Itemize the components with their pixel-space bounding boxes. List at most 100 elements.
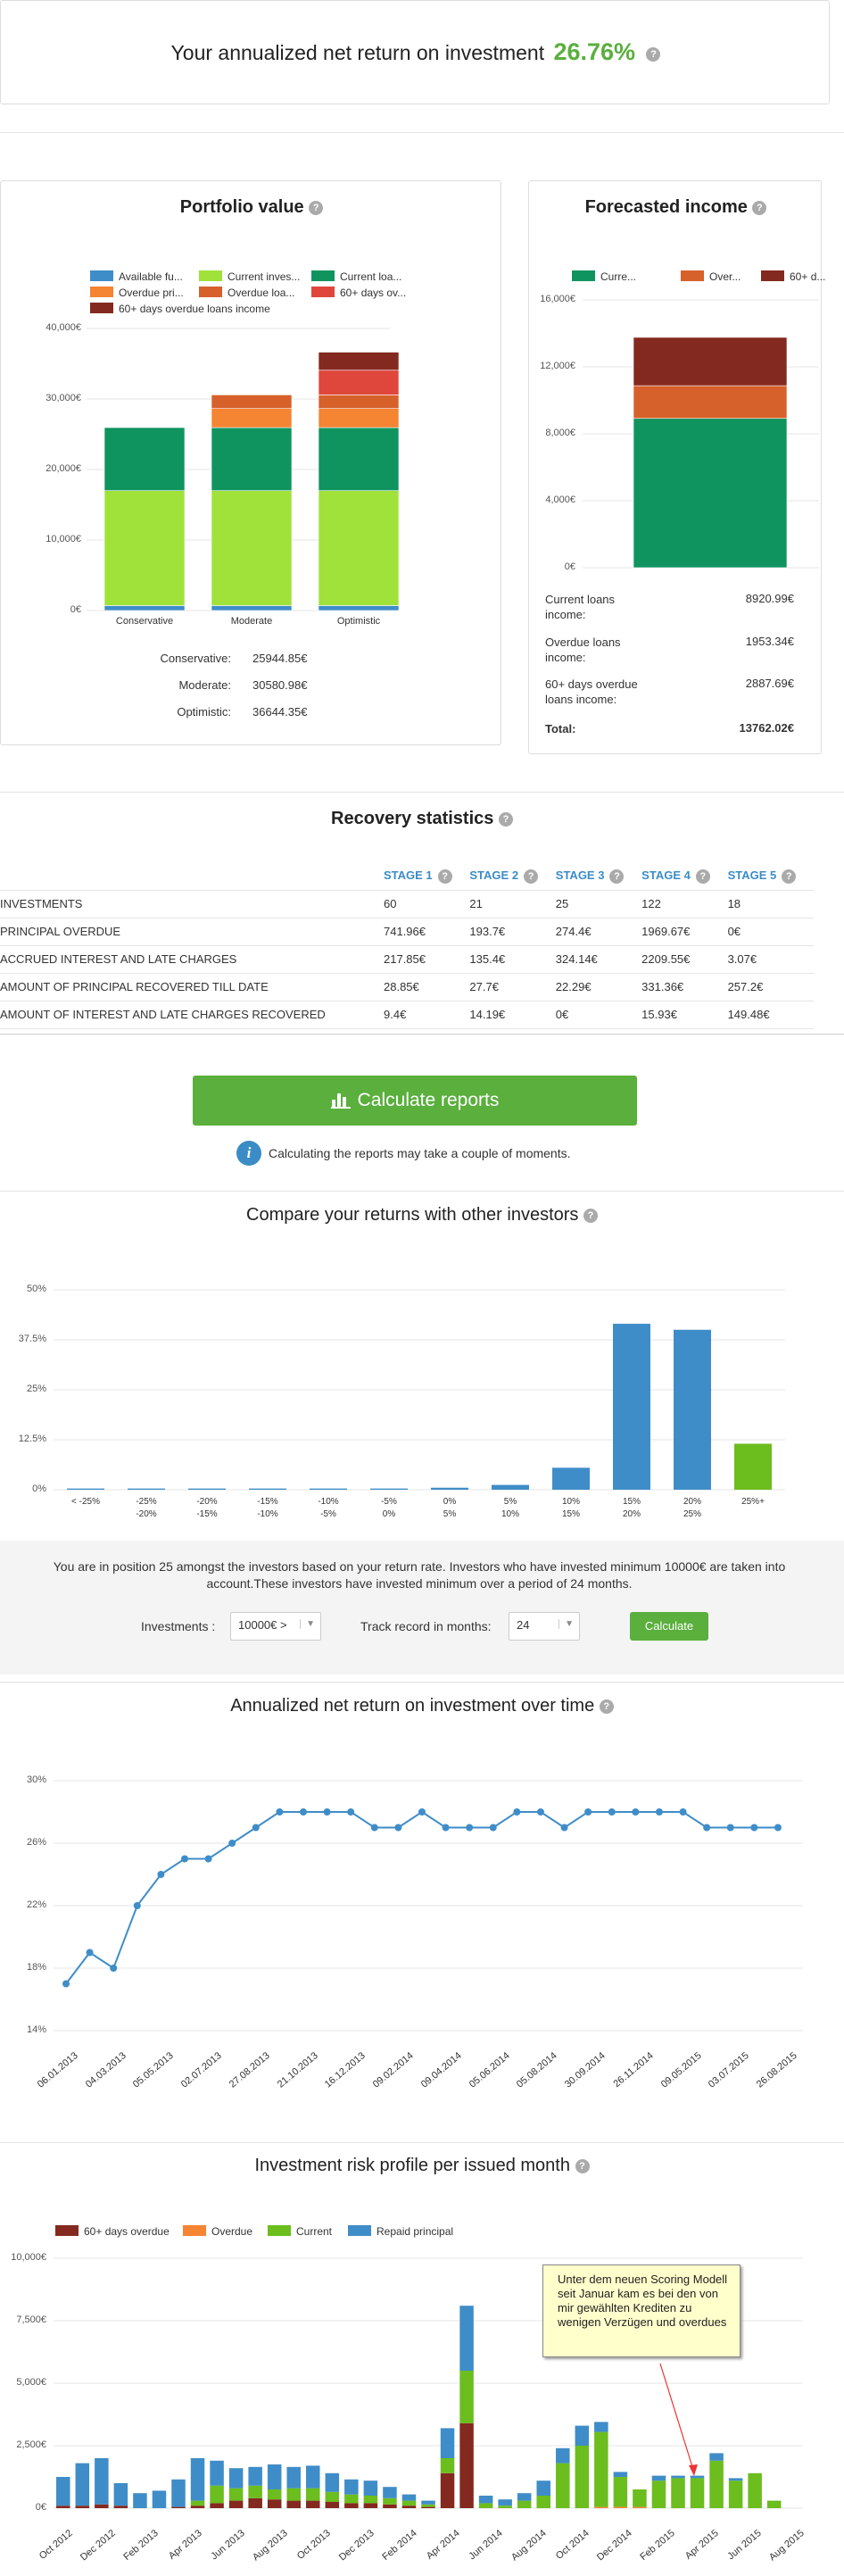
bar (310, 1488, 347, 1490)
data-point (489, 1824, 497, 1832)
bar-segment (401, 2500, 417, 2506)
y-tick-label: 2,500€ (16, 2439, 46, 2450)
data-point (323, 1808, 331, 1816)
bar-chart-icon (330, 1078, 351, 1128)
forecast-chart (583, 299, 819, 569)
legend-item: Overdue pri... (90, 287, 184, 299)
bar-segment (594, 2506, 608, 2508)
table-cell: 27.7€ (469, 973, 556, 1001)
bar-segment (95, 2458, 109, 2505)
annotation-note: Unter dem neuen Scoring Modell seit Janu… (542, 2264, 741, 2357)
help-icon[interactable]: ? (437, 868, 452, 884)
bar-segment (306, 2465, 320, 2489)
bar-segment (421, 2500, 435, 2505)
total-label: Conservative: (160, 652, 231, 665)
risk-title: Investment risk profile per issued month… (0, 2156, 844, 2176)
y-tick-label: 16,000€ (540, 294, 575, 304)
bar-segment (594, 2431, 608, 2507)
bar (674, 1329, 711, 1490)
legend-swatch (90, 303, 113, 313)
x-tick-label: Moderate (230, 616, 273, 627)
bar-segment (613, 2506, 628, 2508)
bar-segment (95, 2504, 109, 2508)
header-cell (0, 862, 384, 891)
series-line (65, 1810, 778, 1985)
bar-segment (363, 2496, 378, 2504)
reports-note: i Calculating the reports may take a coup… (236, 1141, 620, 1168)
bar-segment (211, 395, 293, 410)
table-cell: 18 (727, 890, 814, 918)
table-cell: 193.7€ (469, 918, 556, 946)
bar (431, 1487, 468, 1490)
help-icon[interactable]: ? (609, 868, 625, 884)
help-icon[interactable]: ? (575, 2158, 590, 2173)
legend-label: Repaid principal (376, 2225, 454, 2238)
income-value: 2887.69€ (745, 677, 794, 690)
legend-swatch (348, 2225, 371, 2236)
bar (67, 1488, 104, 1490)
bar-segment (478, 2503, 493, 2508)
x-tick-label: 26.08.2015 (754, 2050, 799, 2090)
bar-segment (113, 2483, 128, 2506)
data-point (774, 1824, 782, 1832)
help-icon[interactable]: ? (752, 200, 767, 215)
data-point (726, 1824, 734, 1832)
data-point (584, 1808, 592, 1816)
bar-segment (766, 2500, 782, 2508)
data-point (560, 1824, 568, 1832)
legend-swatch (572, 270, 595, 281)
divider (0, 1034, 844, 1035)
legend-item: Current inves... (199, 270, 300, 283)
table-cell: 0€ (555, 1001, 642, 1029)
data-point (418, 1808, 426, 1816)
recovery-table: STAGE 1? STAGE 2? STAGE 3? STAGE 4? STAGE 5?… (0, 862, 814, 1029)
track-record-select[interactable]: 24 ▼ (509, 1612, 580, 1641)
bar-segment (211, 605, 293, 611)
help-icon[interactable]: ? (498, 811, 513, 827)
chevron-down-icon: ▼ (300, 1619, 315, 1629)
stage-label: STAGE 1 (384, 868, 433, 882)
x-tick-label: 26.11.2014 (611, 2050, 656, 2090)
help-icon[interactable]: ? (309, 200, 324, 215)
bar-segment (690, 2478, 705, 2508)
help-icon[interactable]: ? (782, 868, 797, 884)
data-point (608, 1808, 616, 1816)
table-cell: 2209.55€ (641, 945, 728, 974)
calculate-button[interactable]: Calculate (630, 1612, 708, 1641)
x-tick-label: -5% 0% (381, 1497, 397, 1519)
bar-segment (171, 2479, 186, 2507)
total-value: 30580.98€ (252, 678, 308, 692)
legend-swatch (90, 287, 113, 297)
divider (0, 1191, 844, 1192)
bar-segment (318, 427, 400, 491)
bar-segment (401, 2494, 417, 2501)
investments-select[interactable]: 10000€ > ▼ (230, 1612, 321, 1641)
help-icon[interactable]: ? (646, 46, 661, 62)
table-cell: 1969.67€ (641, 918, 728, 946)
legend-swatch (681, 270, 704, 281)
help-icon[interactable]: ? (583, 1208, 598, 1223)
legend-item: Overdue (183, 2225, 252, 2238)
y-tick-label: 30,000€ (46, 393, 81, 403)
help-icon[interactable]: ? (524, 868, 539, 884)
data-point (110, 1965, 118, 1972)
bar-segment (133, 2493, 147, 2508)
bar-segment (267, 2489, 282, 2500)
bar-segment (421, 2506, 435, 2508)
chevron-down-icon: ▼ (559, 1619, 574, 1629)
forecast-title: Forecasted income ? (529, 197, 823, 218)
bar-segment (318, 490, 400, 606)
table-cell: 149.48€ (727, 1001, 814, 1029)
calculate-reports-button[interactable]: Calculate reports (193, 1076, 637, 1126)
data-point (347, 1808, 355, 1816)
help-icon[interactable]: ? (599, 1699, 614, 1714)
bar-segment (517, 2500, 532, 2508)
y-tick-label: 25% (26, 1384, 46, 1394)
help-icon[interactable]: ? (695, 868, 710, 884)
bar-segment (103, 605, 186, 611)
legend-label: Current loa... (340, 270, 402, 283)
legend-label: Available fu... (119, 270, 183, 283)
data-point (370, 1824, 378, 1832)
legend-item: 60+ d... (761, 270, 825, 283)
y-tick-label: 26% (26, 1837, 46, 1848)
